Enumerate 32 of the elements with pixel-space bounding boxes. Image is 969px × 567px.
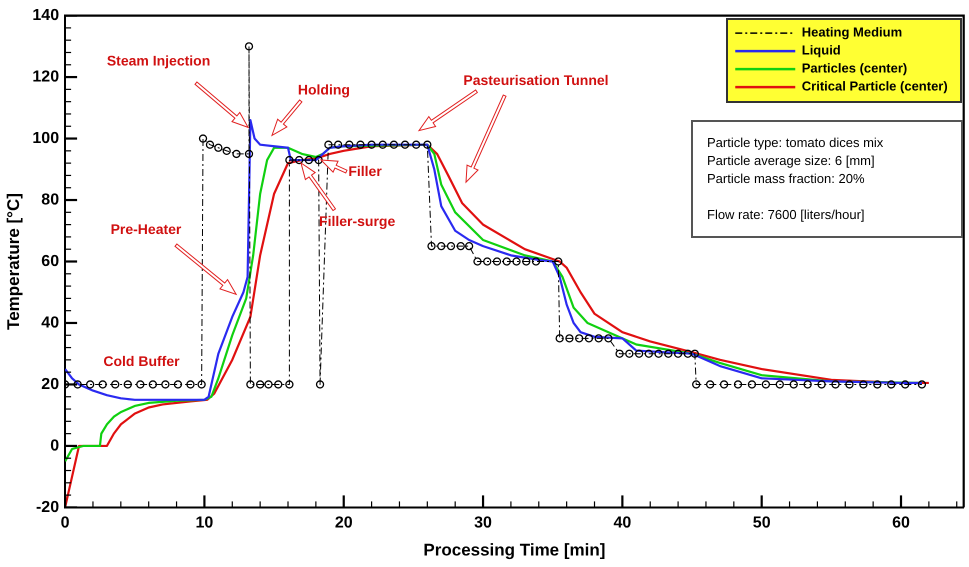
legend-label: Critical Particle (center)	[802, 78, 948, 94]
x-axis-title: Processing Time [min]	[423, 540, 606, 560]
x-tick-label: 50	[752, 514, 771, 532]
legend-label: Particles (center)	[802, 60, 908, 76]
annotation: Filler	[348, 162, 382, 179]
y-tick-label: 60	[41, 252, 60, 270]
y-tick-label: 140	[32, 7, 60, 24]
y-tick-label: 100	[32, 130, 60, 147]
annotation: Filler-surge	[319, 213, 396, 230]
x-tick-label: 40	[613, 514, 632, 532]
legend-label: Heating Medium	[802, 24, 902, 40]
y-tick-label: 20	[41, 376, 60, 393]
y-tick-label: 120	[32, 68, 60, 86]
y-axis-title: Temperature [°C]	[4, 193, 23, 330]
annotation: Holding	[298, 82, 350, 98]
x-tick-label: 10	[196, 514, 214, 532]
y-tick-label: 40	[41, 314, 60, 332]
annotation: Particle type: tomato dices mix	[707, 134, 884, 152]
annotation: Pre-Heater	[110, 220, 182, 237]
x-tick-label: 20	[334, 514, 353, 532]
legend-label: Liquid	[802, 42, 841, 58]
x-tick-label: 60	[892, 514, 910, 532]
annotation: Steam Injection	[106, 52, 210, 69]
annotation: Particle average size: 6 [mm]	[707, 152, 876, 170]
y-tick-label: 0	[50, 437, 60, 454]
y-tick-label: -20	[36, 498, 60, 516]
annotation: Particle mass fraction: 20%	[707, 170, 866, 188]
x-tick-label: 30	[474, 514, 492, 532]
annotation: Cold Buffer	[103, 353, 180, 370]
annotation: Pasteurisation Tunnel	[463, 72, 609, 88]
annotation: Flow rate: 7600 [liters/hour]	[707, 206, 866, 224]
y-tick-label: 80	[41, 191, 60, 208]
